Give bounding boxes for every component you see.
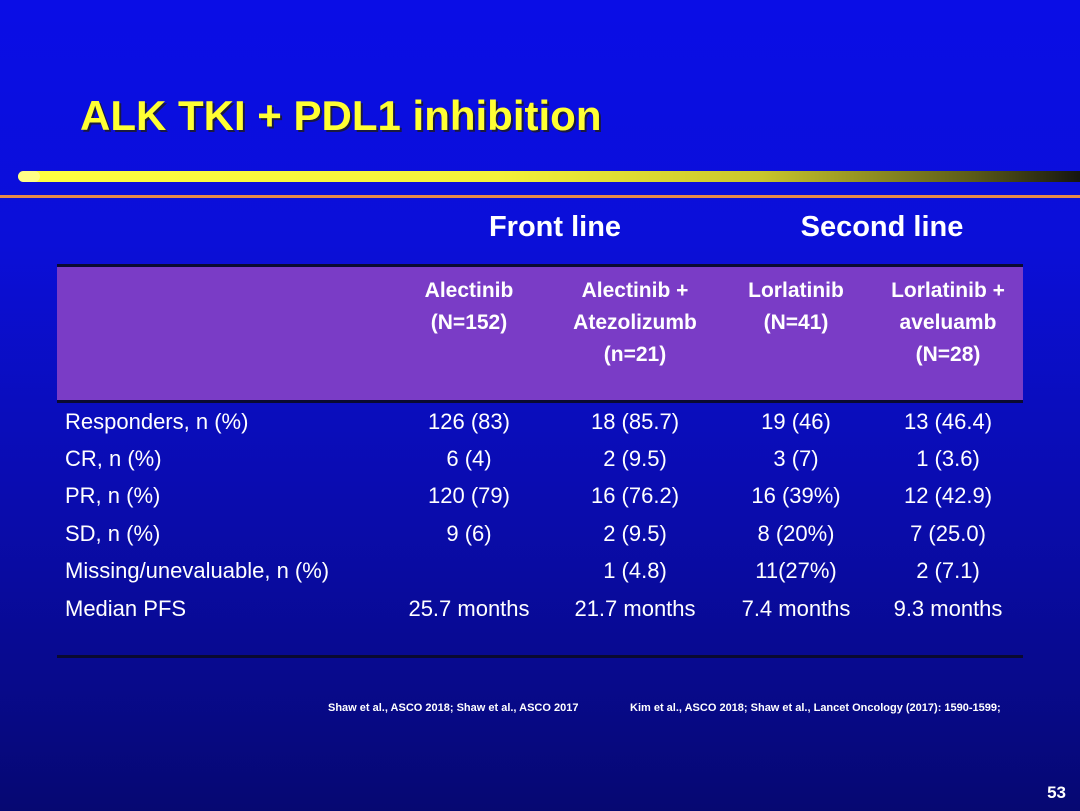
table-cell: 126 (83) [428,408,510,434]
header-cell-lorlatinib-aveluamb: Lorlatinib + aveluamb (N=28) [873,264,1023,403]
spacer-cell [873,627,1023,659]
header-line: (N=28) [915,343,981,366]
group-heading-second-line: Second line [800,211,964,243]
spacer-cell [551,627,719,659]
group-heading-front-line: Front line [488,211,622,243]
table-bottom-spacer [57,627,1023,659]
table-cell: 25.7 months [408,595,530,621]
table-cell: 19 (46) [761,408,831,434]
header-line: (N=152) [430,311,508,334]
header-line: Atezolizumb [573,311,697,334]
citation-right: Kim et al., ASCO 2018; Shaw et al., Lanc… [630,702,1001,714]
divider-line [0,195,1080,198]
table-cell: 12 (42.9) [903,483,993,509]
header-line: (n=21) [603,343,667,366]
table-row: SD, n (%) 9 (6) 2 (9.5) 8 (20%) 7 (25.0) [57,515,1023,552]
spacer-cell [719,627,873,659]
table-row: Missing/unevaluable, n (%) 1 (4.8) 11(27%)… [57,553,1023,590]
table-body: Responders, n (%) 126 (83) 18 (85.7) 19 (46… [57,402,1023,659]
table-cell: 2 (7.1) [916,558,980,584]
header-cell-lorlatinib: Lorlatinib (N=41) [719,264,873,403]
row-label: PR, n (%) [65,483,161,509]
table-cell: 7 (25.0) [910,520,986,546]
header-line: Alectinib [424,279,514,302]
table-cell: 9 (6) [446,520,492,546]
citation-left: Shaw et al., ASCO 2018; Shaw et al., ASC… [328,702,579,714]
table-cell: 1 (4.8) [603,558,667,584]
header-line: aveluamb [899,311,997,334]
table-cell: 21.7 months [574,595,696,621]
table-cell: 6 (4) [446,446,492,472]
row-label: Responders, n (%) [65,408,249,434]
row-label: Missing/unevaluable, n (%) [65,558,330,584]
table-cell [387,553,551,590]
spacer-cell [387,627,551,659]
table-row: Responders, n (%) 126 (83) 18 (85.7) 19 (46… [57,402,1023,441]
header-line: Alectinib + [581,279,689,302]
table-cell: 1 (3.6) [916,446,980,472]
header-line: Lorlatinib [748,279,844,302]
title-underline-bar [18,171,1080,182]
table-cell: 16 (76.2) [590,483,680,509]
table-row: PR, n (%) 120 (79) 16 (76.2) 16 (39%) 12 (42… [57,478,1023,515]
table-cell: 16 (39%) [751,483,841,509]
table-header-row: Alectinib (N=152) Alectinib + Atezolizumb (… [57,264,1023,403]
table-cell: 8 (20%) [757,520,835,546]
header-cell-alectinib-atezolizumb: Alectinib + Atezolizumb (n=21) [551,264,719,403]
results-table-container: Alectinib (N=152) Alectinib + Atezolizumb (… [57,264,1023,659]
table-cell: 2 (9.5) [603,520,667,546]
title-bar-highlight [18,171,40,182]
table-row: Median PFS 25.7 months 21.7 months 7.4 mont… [57,590,1023,627]
table-cell: 18 (85.7) [590,408,680,434]
table-cell: 7.4 months [741,595,851,621]
slide-title: ALK TKI + PDL1 inhibition [80,92,602,139]
table-cell: 120 (79) [428,483,510,509]
row-label: Median PFS [65,595,187,621]
table-row: CR, n (%) 6 (4) 2 (9.5) 3 (7) 1 (3.6) [57,440,1023,477]
table-cell: 13 (46.4) [903,408,993,434]
page-number: 53 [1047,783,1066,802]
row-label: SD, n (%) [65,520,161,546]
table-cell: 3 (7) [773,446,819,472]
header-cell-alectinib: Alectinib (N=152) [387,264,551,403]
table-cell: 2 (9.5) [603,446,667,472]
results-table: Alectinib (N=152) Alectinib + Atezolizumb (… [57,264,1023,659]
header-cell-label [57,264,387,403]
header-line: (N=41) [763,311,829,334]
spacer-cell [57,627,387,659]
header-line: Lorlatinib + [891,279,1005,302]
row-label: CR, n (%) [65,446,162,472]
table-cell: 9.3 months [893,595,1003,621]
table-cell: 11(27%) [755,558,837,584]
